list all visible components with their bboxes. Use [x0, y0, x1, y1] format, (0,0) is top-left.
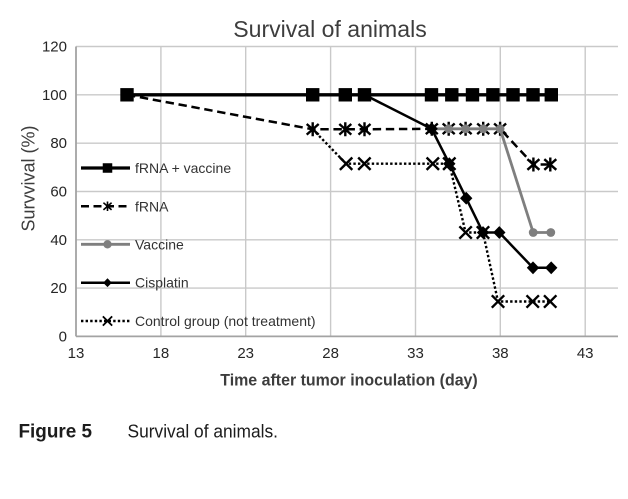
- svg-text:23: 23: [237, 345, 254, 362]
- svg-text:28: 28: [322, 345, 339, 362]
- svg-text:33: 33: [407, 345, 424, 362]
- svg-text:Time after tumor inoculation (: Time after tumor inoculation (day): [220, 371, 478, 390]
- svg-text:Survvival (%): Survvival (%): [19, 125, 39, 231]
- svg-text:38: 38: [492, 345, 509, 362]
- svg-text:0: 0: [59, 328, 67, 345]
- svg-text:Figure 5: Figure 5: [19, 421, 93, 443]
- svg-text:18: 18: [153, 345, 170, 362]
- svg-text:60: 60: [50, 184, 67, 201]
- svg-text:40: 40: [50, 232, 67, 249]
- svg-text:120: 120: [42, 39, 67, 56]
- svg-text:Cisplatin: Cisplatin: [135, 275, 189, 291]
- svg-text:80: 80: [50, 135, 67, 152]
- svg-text:43: 43: [577, 345, 594, 362]
- svg-text:Vaccine: Vaccine: [135, 236, 184, 252]
- svg-text:Control group (not treatment): Control group (not treatment): [135, 313, 316, 329]
- svg-text:fRNA + vaccine: fRNA + vaccine: [135, 160, 231, 176]
- svg-text:20: 20: [50, 280, 67, 297]
- svg-text:13: 13: [68, 345, 85, 362]
- svg-text:100: 100: [42, 87, 67, 104]
- svg-text:Survival of animals: Survival of animals: [233, 16, 427, 42]
- svg-text:fRNA: fRNA: [135, 198, 169, 214]
- svg-text:Survival of animals.: Survival of animals.: [128, 421, 279, 442]
